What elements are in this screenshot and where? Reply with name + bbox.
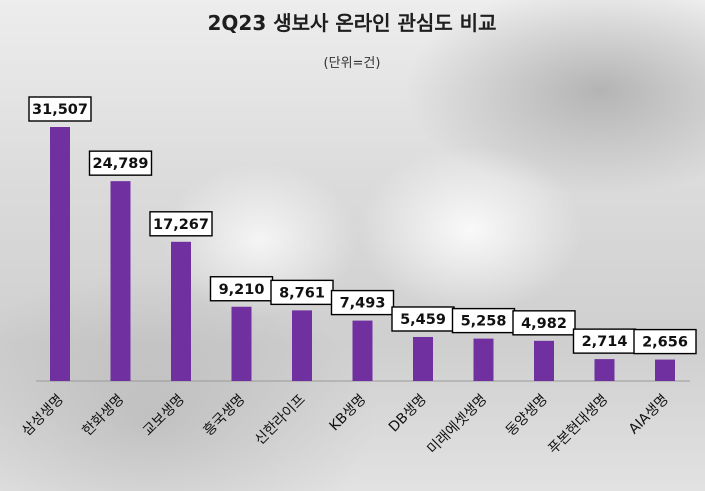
bar bbox=[231, 306, 252, 381]
value-label: 9,210 bbox=[219, 282, 265, 298]
value-label: 7,493 bbox=[340, 296, 386, 312]
value-label-box bbox=[330, 289, 395, 316]
bar bbox=[413, 336, 433, 381]
bar bbox=[655, 359, 675, 381]
value-label-box bbox=[572, 328, 637, 354]
value-label: 5,258 bbox=[461, 314, 507, 330]
value-label: 2,656 bbox=[642, 335, 688, 351]
bar bbox=[292, 310, 312, 381]
value-label-box bbox=[633, 328, 697, 355]
category-label: 교보생명 bbox=[140, 392, 188, 440]
category-label: DB생명 bbox=[386, 392, 430, 436]
value-label: 17,267 bbox=[153, 217, 209, 233]
category-label: 삼성생명 bbox=[19, 392, 67, 440]
category-label: 흥국생명 bbox=[201, 392, 249, 440]
value-label-box bbox=[88, 150, 153, 176]
category-label: 한화생명 bbox=[80, 392, 128, 440]
value-label-box bbox=[512, 310, 576, 336]
value-label: 2,714 bbox=[582, 334, 628, 350]
bar bbox=[534, 340, 554, 381]
value-label: 8,761 bbox=[279, 285, 325, 301]
value-label: 31,507 bbox=[32, 102, 88, 118]
category-label: 동양생명 bbox=[503, 392, 551, 440]
bar bbox=[50, 127, 70, 381]
bars-group: 31,507 삼성생명 24,789 한화생명 17,267 교보생명 9,210 흥국생명 8… bbox=[19, 96, 697, 458]
value-label: 5,459 bbox=[400, 312, 446, 328]
value-label: 4,982 bbox=[521, 316, 567, 332]
unit-label: (단위=건) bbox=[324, 56, 381, 71]
category-label: 신한라이프 bbox=[252, 391, 309, 448]
value-label: 24,789 bbox=[93, 156, 149, 172]
bar bbox=[171, 241, 191, 381]
bar bbox=[352, 320, 373, 381]
chart-title: 2Q23 생보사 온라인 관심도 비교 bbox=[207, 11, 496, 35]
category-label: 푸본현대생명 bbox=[545, 392, 611, 458]
category-label: AIA생명 bbox=[626, 392, 672, 438]
bar bbox=[110, 181, 131, 381]
bar bbox=[473, 338, 494, 381]
value-label-box bbox=[28, 96, 92, 122]
value-label-box bbox=[149, 211, 213, 237]
category-label: 미래에셋생명 bbox=[424, 392, 490, 458]
category-label: KB생명 bbox=[327, 392, 370, 435]
bar bbox=[594, 359, 615, 381]
